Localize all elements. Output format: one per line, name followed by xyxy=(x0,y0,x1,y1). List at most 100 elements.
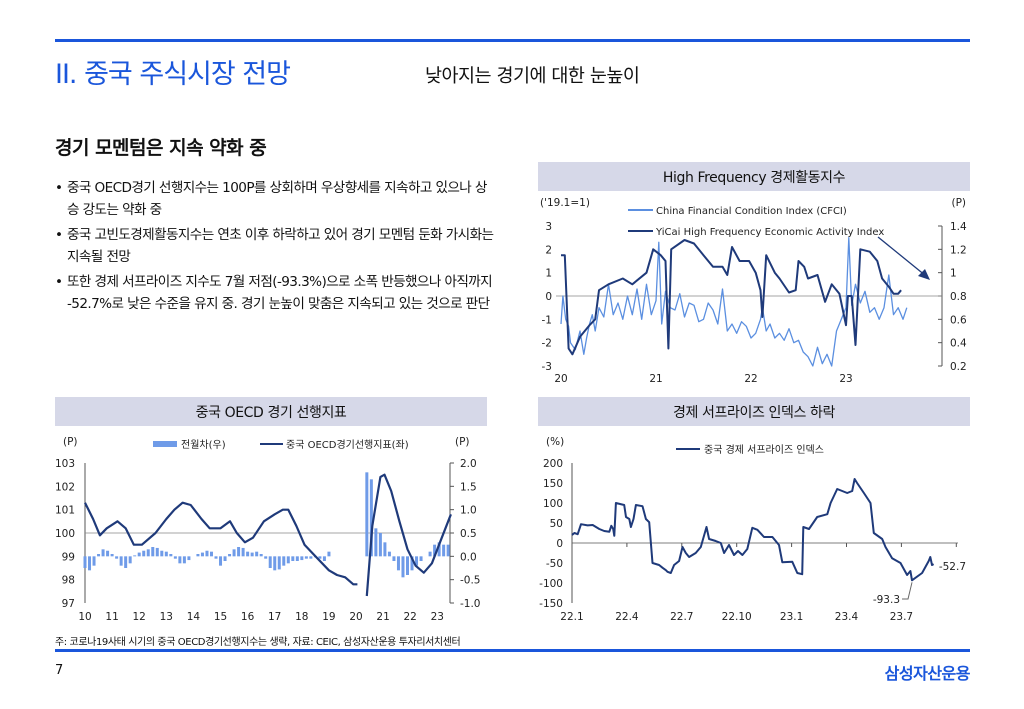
bar-mom-change xyxy=(223,556,227,561)
bar-mom-change xyxy=(327,551,331,557)
bar-mom-change xyxy=(383,542,387,557)
bar-mom-change xyxy=(259,554,263,557)
bar-mom-change xyxy=(237,547,241,557)
bar-mom-change xyxy=(160,550,164,557)
x-tick: 17 xyxy=(268,611,281,623)
page-title: II. 중국 주식시장 전망 xyxy=(55,59,291,90)
x-tick: 10 xyxy=(78,611,91,623)
legend-label-bar: 전월차(우) xyxy=(181,439,226,451)
y-tick-right: 0.2 xyxy=(950,361,967,373)
bar-mom-change xyxy=(119,556,123,566)
bar-mom-change xyxy=(273,556,277,571)
bar-mom-change xyxy=(219,556,223,566)
bar-mom-change xyxy=(101,549,105,557)
y-tick: 150 xyxy=(543,478,563,490)
bar-mom-change xyxy=(232,549,236,557)
series-yicai xyxy=(561,239,902,356)
bar-mom-change xyxy=(419,556,423,561)
y-tick-right: 0.6 xyxy=(950,314,967,326)
bar-mom-change xyxy=(442,544,446,557)
bottom-rule xyxy=(55,649,970,652)
x-tick: 19 xyxy=(322,611,335,623)
bar-mom-change xyxy=(133,555,137,557)
y-tick-left: 1 xyxy=(545,268,552,280)
footnote: 주: 코로나19사태 시기의 중국 OECD경기선행지수는 생략, 자료: CE… xyxy=(55,637,461,648)
bar-mom-change xyxy=(322,556,326,561)
left-axis-unit: (%) xyxy=(546,436,564,448)
bar-mom-change xyxy=(410,556,414,571)
bar-mom-change xyxy=(369,479,373,557)
y-tick-right: 2.0 xyxy=(460,458,477,470)
bar-mom-change xyxy=(155,547,159,557)
y-tick-right: 0.0 xyxy=(460,551,477,563)
annotation-last: -52.7 xyxy=(939,561,966,573)
bar-mom-change xyxy=(392,556,396,561)
annotation-leader xyxy=(902,582,913,600)
bar-mom-change xyxy=(187,556,191,561)
x-tick: 23.4 xyxy=(835,611,859,623)
bar-mom-change xyxy=(365,472,369,557)
trend-arrow xyxy=(877,236,927,277)
series-surprise-index xyxy=(571,478,935,582)
y-tick: -100 xyxy=(539,578,563,590)
top-rule xyxy=(55,39,970,42)
chart-header-oecd: 중국 OECD 경기 선행지표 xyxy=(55,397,487,426)
bar-mom-change xyxy=(250,552,254,557)
bar-mom-change xyxy=(83,556,87,568)
bar-mom-change xyxy=(164,551,168,557)
y-tick: 0 xyxy=(556,538,563,550)
y-tick-left: -1 xyxy=(542,314,552,326)
bar-mom-change xyxy=(295,556,299,561)
y-tick-right: 1.4 xyxy=(950,221,967,233)
y-tick-right: 1.5 xyxy=(460,481,477,493)
y-tick-left: -2 xyxy=(542,338,552,350)
y-tick: 50 xyxy=(550,518,563,530)
x-tick: 16 xyxy=(241,611,255,623)
bar-mom-change xyxy=(182,556,186,564)
y-tick-left: 99 xyxy=(62,551,75,563)
y-tick-left: 102 xyxy=(55,481,75,493)
page-subtitle: 낮아지는 경기에 대한 눈높이 xyxy=(425,66,640,87)
bar-mom-change xyxy=(205,550,209,557)
bar-mom-change xyxy=(97,554,101,557)
bar-mom-change xyxy=(378,533,382,557)
section-title: 경기 모멘텀은 지속 약화 중 xyxy=(55,137,267,159)
legend-label: 중국 경제 서프라이즈 인덱스 xyxy=(704,443,824,456)
x-tick: 23 xyxy=(839,373,852,385)
bar-mom-change xyxy=(446,544,450,557)
x-tick: 18 xyxy=(295,611,308,623)
y-tick-right: 0.4 xyxy=(950,338,967,350)
bar-mom-change xyxy=(318,556,322,559)
bullet-item: 중국 OECD경기 선행지수는 100P를 상회하며 우상향세를 지속하고 있으… xyxy=(55,177,495,221)
y-tick-left: 0 xyxy=(545,291,552,303)
bar-mom-change xyxy=(124,556,128,568)
bar-mom-change xyxy=(146,549,150,557)
x-tick: 20 xyxy=(349,611,362,623)
y-tick-right: 1.0 xyxy=(460,505,477,517)
x-tick: 22 xyxy=(744,373,757,385)
series-oecd-cli xyxy=(365,473,452,597)
left-axis-unit: (P) xyxy=(63,436,78,448)
bar-mom-change xyxy=(255,551,259,557)
high-frequency-chart: ('19.1=1) (P)3210-1-2-31.41.210.80.60.40.… xyxy=(540,197,967,385)
y-tick-left: 103 xyxy=(55,458,75,470)
y-tick-left: 3 xyxy=(545,221,552,233)
left-axis-unit: ('19.1=1) xyxy=(540,197,590,209)
y-tick: -150 xyxy=(539,598,563,610)
bar-mom-change xyxy=(142,550,146,557)
oecd-chart: (P) (P) 103 102 101 100 99 98 97 2.0 1.5 1.0 0.5 0.0 -… xyxy=(55,436,481,623)
bar-mom-change xyxy=(415,556,419,566)
x-tick: 21 xyxy=(376,611,389,623)
y-tick: 100 xyxy=(543,498,563,510)
y-tick-right: 0.5 xyxy=(460,528,477,540)
y-tick-right: 1.2 xyxy=(950,244,967,256)
bar-mom-change xyxy=(214,556,218,559)
right-axis-unit: (P) xyxy=(951,197,966,209)
x-tick: 11 xyxy=(105,611,118,623)
bar-mom-change xyxy=(300,556,304,561)
chart-header-high-frequency: High Frequency 경제활동지수 xyxy=(538,162,970,191)
bar-mom-change xyxy=(88,556,92,571)
bar-mom-change xyxy=(433,544,437,557)
x-tick: 22.10 xyxy=(722,611,752,623)
